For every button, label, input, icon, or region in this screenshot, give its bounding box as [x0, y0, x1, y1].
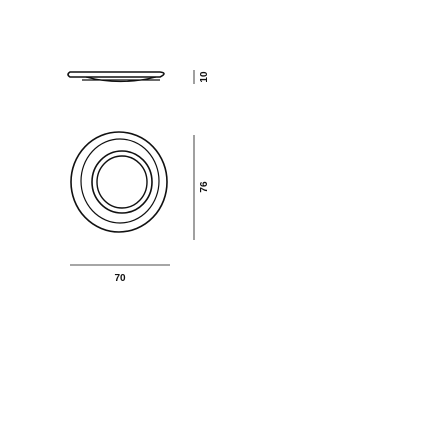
- height-label: 76: [199, 181, 210, 193]
- front-view-middle-ring: [80, 138, 160, 224]
- width-label: 70: [114, 273, 126, 284]
- front-view: [70, 131, 168, 233]
- side-view-bottom-curve: [85, 76, 157, 83]
- front-view-outer-rim: [70, 131, 168, 233]
- front-view-recess-outer: [91, 150, 153, 214]
- front-view-recess-inner: [96, 155, 148, 209]
- width-dimension: 70: [70, 264, 170, 284]
- side-view-body: [67, 71, 165, 78]
- thickness-dimension: 10: [193, 70, 210, 84]
- height-dimension: 76: [193, 135, 210, 240]
- thickness-label: 10: [199, 71, 210, 83]
- side-view: [67, 71, 165, 83]
